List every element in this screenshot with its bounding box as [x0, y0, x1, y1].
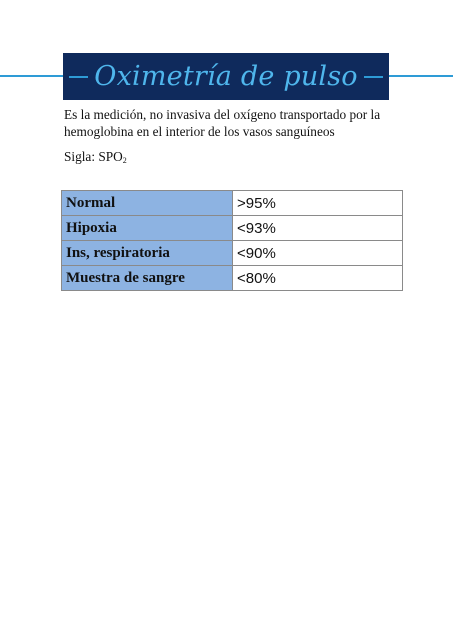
description-text: Es la medición, no invasiva del oxígeno … — [64, 107, 381, 139]
value-cell: <90% — [232, 240, 403, 266]
oximetry-levels-table: Normal >95% Hipoxia <93% Ins, respirator… — [61, 190, 403, 291]
page-title: Oximetría de pulso — [94, 61, 358, 92]
value-cell: <80% — [232, 265, 403, 291]
condition-cell: Ins, respiratoria — [61, 240, 233, 266]
table-row: Ins, respiratoria <90% — [61, 240, 403, 266]
sigla-text: Sigla: SPO2 — [64, 148, 127, 169]
sigla-subscript: 2 — [122, 156, 127, 165]
table-row: Hipoxia <93% — [61, 215, 403, 241]
title-banner: Oximetría de pulso — [63, 53, 389, 100]
value-cell: >95% — [232, 190, 403, 216]
value-cell: <93% — [232, 215, 403, 241]
table-row: Muestra de sangre <80% — [61, 265, 403, 291]
sigla-label: Sigla: SPO — [64, 149, 123, 164]
table-row: Normal >95% — [61, 190, 403, 216]
condition-cell: Normal — [61, 190, 233, 216]
title-right-dash — [363, 75, 383, 78]
title-left-dash — [69, 75, 89, 78]
condition-cell: Muestra de sangre — [61, 265, 233, 291]
condition-cell: Hipoxia — [61, 215, 233, 241]
